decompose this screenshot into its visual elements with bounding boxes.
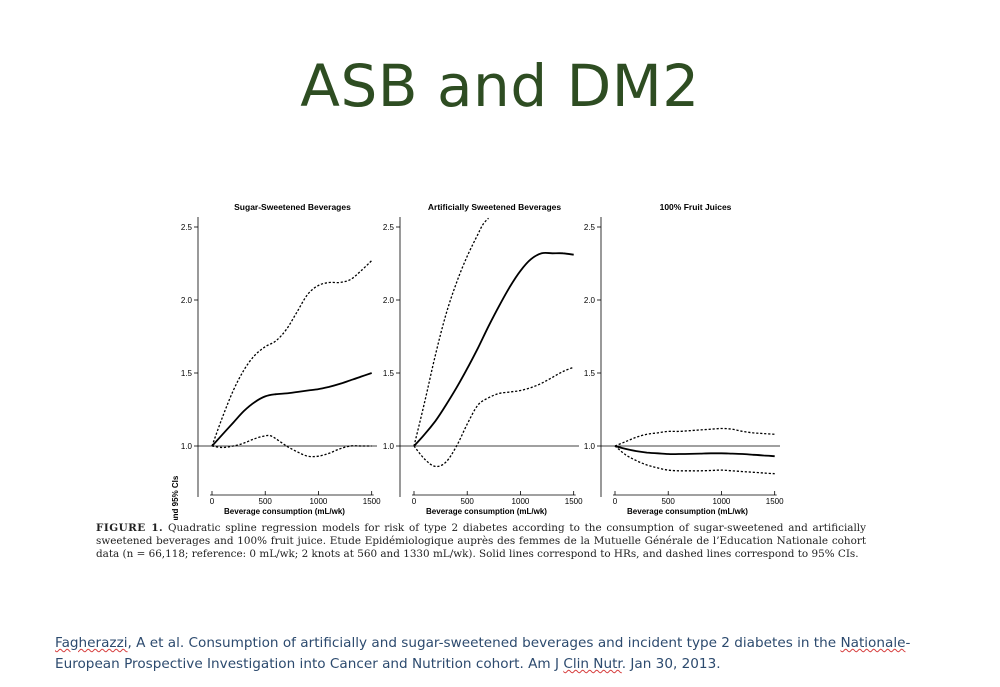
x-tick-label: 0 xyxy=(412,497,417,506)
x-tick-label: 1500 xyxy=(363,497,381,506)
x-tick-label: 0 xyxy=(210,497,215,506)
ci-dashed-line xyxy=(211,260,373,447)
ci-dashed-line xyxy=(413,217,489,447)
y-tick-label: 1.5 xyxy=(584,369,596,378)
citation-author: Fagherazzi xyxy=(55,635,128,651)
hr-solid-line xyxy=(211,372,372,447)
x-axis-label: Beverage consumption (mL/wk) xyxy=(224,507,345,516)
panel-2: Artificially Sweetened Beverages 1.0 1.5 2.… xyxy=(383,202,583,516)
citation: Fagherazzi, A et al. Consumption of arti… xyxy=(55,633,955,675)
ci-dashed-line xyxy=(413,366,574,468)
x-tick-label: 1000 xyxy=(310,497,328,506)
hr-solid-line xyxy=(614,445,775,458)
figure-panels: Hazard Ratios and 95% CIs Sugar-Sweetene… xyxy=(171,202,784,520)
x-tick-label: 500 xyxy=(662,497,676,506)
y-tick-label: 2.5 xyxy=(584,223,596,232)
x-tick-label: 500 xyxy=(461,497,475,506)
ci-dashed-line xyxy=(211,434,372,458)
hr-solid-line xyxy=(413,251,574,447)
x-tick-label: 500 xyxy=(259,497,273,506)
y-tick-label: 1.0 xyxy=(383,442,395,451)
x-tick-label: 1000 xyxy=(713,497,731,506)
y-tick-label: 2.5 xyxy=(383,223,395,232)
y-tick-label: 1.5 xyxy=(383,369,395,378)
x-tick-label: 0 xyxy=(613,497,618,506)
y-tick-label: 1.0 xyxy=(584,442,596,451)
citation-journal: Clin Nutr xyxy=(563,656,622,672)
x-tick-label: 1500 xyxy=(565,497,583,506)
x-axis-label: Beverage consumption (mL/wk) xyxy=(426,507,547,516)
figure-caption: FIGURE 1. Quadratic spline regression mo… xyxy=(96,522,866,561)
panel-1: Sugar-Sweetened Beverages 1.0 1.5 2.0 2.5 0 50… xyxy=(181,202,381,516)
ci-dashed-line xyxy=(614,427,775,447)
citation-text-1: , A et al. Consumption of artificially a… xyxy=(127,635,841,651)
x-tick-label: 1000 xyxy=(512,497,530,506)
panel-title: 100% Fruit Juices xyxy=(660,202,732,212)
y-tick-label: 2.0 xyxy=(584,296,596,305)
y-tick-label: 1.5 xyxy=(181,369,193,378)
y-tick-label: 1.0 xyxy=(181,442,193,451)
panel-title: Artificially Sweetened Beverages xyxy=(428,202,562,212)
x-tick-label: 1500 xyxy=(766,497,784,506)
slide-title: ASB and DM2 xyxy=(300,52,700,120)
figure-caption-text: Quadratic spline regression models for r… xyxy=(96,522,866,560)
y-tick-label: 2.0 xyxy=(383,296,395,305)
citation-text-3: . Jan 30, 2013. xyxy=(621,656,721,672)
y-tick-label: 2.5 xyxy=(181,223,193,232)
panel-title: Sugar-Sweetened Beverages xyxy=(234,202,351,212)
figure-caption-label: FIGURE 1. xyxy=(96,522,164,534)
ci-dashed-line xyxy=(614,445,775,475)
citation-text-2: -European Prospective Investigation into… xyxy=(55,635,911,672)
y-tick-label: 2.0 xyxy=(181,296,193,305)
panel-3: 100% Fruit Juices 1.0 1.5 2.0 2.5 0 500 1000 150… xyxy=(584,202,784,516)
citation-nationale: Nationale xyxy=(840,635,906,651)
y-axis-label: Hazard Ratios and 95% CIs xyxy=(171,475,180,520)
panels-layer: Sugar-Sweetened Beverages 1.0 1.5 2.0 2.5 0 50… xyxy=(181,202,784,516)
x-axis-label: Beverage consumption (mL/wk) xyxy=(627,507,748,516)
